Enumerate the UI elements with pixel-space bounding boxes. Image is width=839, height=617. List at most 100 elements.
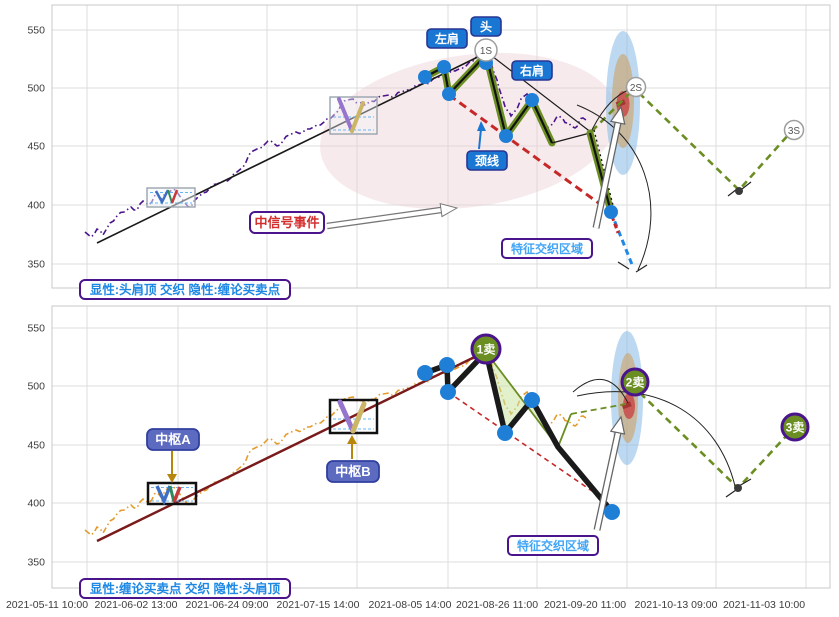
label-bg — [470, 16, 502, 37]
signal-label: 1S — [480, 46, 493, 57]
pattern-highlight-ellipse — [320, 52, 618, 210]
future-node-top — [727, 181, 752, 197]
signal-2s[interactable]: 2S — [625, 76, 647, 98]
arc-end-whiskers-bottom — [725, 478, 752, 498]
pattern-dot-breakdown[interactable] — [604, 504, 620, 520]
signal-3s[interactable]: 3S — [783, 119, 805, 141]
ghost-box-green-stroke — [167, 189, 173, 204]
head-descent-line — [487, 52, 593, 134]
label-text: 特征交织区域 — [517, 538, 589, 553]
event-arrow-head — [439, 203, 459, 218]
label-pivot-b: 中枢B — [326, 435, 380, 483]
sell-label: 2卖 — [626, 375, 645, 390]
pivot-box-blue-zigzag — [155, 485, 172, 506]
label-bg — [507, 535, 599, 556]
sell-circle[interactable] — [780, 412, 810, 442]
sell-circle[interactable] — [470, 333, 502, 365]
label-text: 左肩 — [434, 31, 459, 46]
panel-bottom: 中枢A 中枢B 1卖 2卖 3卖 特征交织区域 显性:缠论买卖点 — [79, 331, 810, 599]
pivot-box-purple-stroke — [337, 399, 356, 434]
breakdown-dotted-overlay — [593, 129, 615, 210]
pivot-a-arrow-head — [167, 474, 177, 483]
pattern-dot[interactable] — [440, 384, 456, 400]
neckline-arrow-head — [477, 121, 486, 131]
pattern-dot[interactable] — [439, 357, 455, 373]
signal-circle[interactable] — [783, 119, 805, 141]
y-tick-label-bottom: 350 — [27, 557, 45, 569]
white-arrow-bottom — [593, 415, 626, 531]
label-neckline: 颈线 — [466, 121, 508, 171]
y-tick-label-top: 550 — [27, 25, 45, 37]
label-text: 中枢B — [335, 464, 370, 479]
forecast-olive-dashed-top — [591, 88, 791, 192]
x-tick-label: 2021-08-26 11:00 — [456, 599, 538, 611]
caption-text: 显性:头肩顶 交织 隐性:缠论买卖点 — [90, 282, 281, 297]
y-tick-label-top: 350 — [27, 259, 45, 271]
plot-border-top — [51, 4, 831, 289]
event-arrow-fill — [326, 208, 442, 228]
pivot-box-b — [328, 398, 379, 435]
x-tick-label: 2021-06-24 09:00 — [186, 599, 269, 611]
label-feature-zone-top: 特征交织区域 — [501, 238, 593, 259]
sell-label: 1卖 — [477, 342, 496, 357]
sell-point-3[interactable]: 3卖 — [780, 412, 810, 442]
pivot-b-arrow-head — [347, 435, 357, 444]
x-tick-label: 2021-05-11 10:00 — [6, 599, 88, 611]
y-tick-label-bottom: 400 — [27, 498, 45, 510]
label-text: 中信号事件 — [254, 215, 319, 230]
signal-circle[interactable] — [625, 76, 647, 98]
signal-circle[interactable] — [474, 38, 498, 62]
x-tick-label: 2021-06-02 13:00 — [95, 599, 178, 611]
label-bg — [501, 238, 593, 259]
label-head: 头 — [470, 16, 502, 37]
label-feature-zone-bottom: 特征交织区域 — [507, 535, 599, 556]
signal-1s[interactable]: 1S — [474, 38, 498, 62]
sell-circle[interactable] — [620, 367, 650, 397]
pattern-dot-left-shoulder[interactable] — [437, 60, 451, 74]
label-left-shoulder: 左肩 — [426, 28, 468, 49]
white-arrow-top — [592, 105, 626, 229]
arrow-head — [609, 105, 626, 125]
pattern-dot[interactable] — [497, 425, 513, 441]
neckline-arrow-shaft — [478, 128, 482, 150]
plot-border-bottom — [51, 305, 831, 589]
label-right-shoulder: 右肩 — [511, 60, 553, 81]
pattern-dot-neckline[interactable] — [499, 129, 513, 143]
signal-label: 2S — [630, 83, 643, 94]
sell-point-2[interactable]: 2卖 — [620, 367, 650, 397]
pattern-dot-breakdown[interactable] — [604, 205, 618, 219]
caption-top: 显性:头肩顶 交织 隐性:缠论买卖点 — [79, 279, 291, 300]
ghost-box-khaki-stroke — [350, 101, 365, 133]
y-tick-label-bottom: 450 — [27, 440, 45, 452]
x-tick-label: 2021-09-20 11:00 — [544, 599, 626, 611]
down-reference-red-dashed — [447, 391, 593, 492]
label-signal-event: 中信号事件 — [249, 203, 459, 234]
pivot-box-ghost-1 — [146, 187, 196, 208]
uptrend-line-bottom — [96, 348, 490, 543]
pattern-dot[interactable] — [417, 365, 433, 381]
pivot-box-khaki-stroke — [350, 401, 367, 434]
y-tick-label-bottom: 500 — [27, 381, 45, 393]
caption-bg — [79, 578, 291, 599]
y-tick-label-top: 500 — [27, 83, 45, 95]
label-text: 特征交织区域 — [511, 241, 583, 256]
pivot-box-ghost-2 — [329, 96, 378, 135]
x-tick-label: 2021-11-03 10:00 — [723, 599, 805, 611]
future-node-dot-bottom — [734, 484, 742, 492]
arrow-fill — [593, 122, 621, 229]
sell-label: 3卖 — [786, 420, 805, 435]
ghost-box-red-stroke — [170, 189, 179, 204]
label-bg — [326, 460, 380, 483]
ghost-box-purple-stroke — [337, 97, 354, 133]
pattern-dot[interactable] — [442, 87, 456, 101]
pattern-dot-right-shoulder[interactable] — [525, 93, 539, 107]
highlight-core-marker — [621, 401, 632, 410]
sell-point-1[interactable]: 1卖 — [470, 333, 502, 365]
pattern-dots-bottom[interactable] — [417, 357, 620, 520]
caption-bottom: 显性:缠论买卖点 交织 隐性:头肩顶 — [79, 578, 291, 599]
pattern-dot[interactable] — [418, 70, 432, 84]
x-tick-label: 2021-10-13 09:00 — [635, 599, 718, 611]
label-text: 头 — [480, 19, 492, 34]
pattern-dot[interactable] — [524, 392, 540, 408]
label-text: 中枢A — [155, 432, 191, 447]
